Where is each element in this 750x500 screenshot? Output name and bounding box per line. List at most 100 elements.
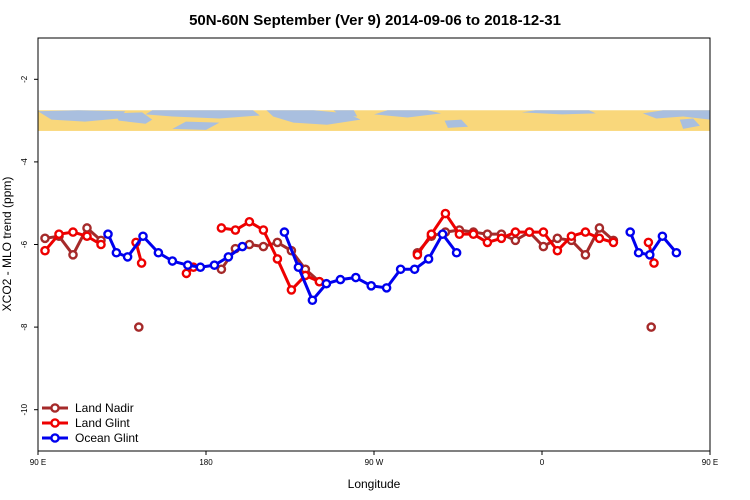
y-tick-label: -6 (20, 240, 29, 248)
data-point (496, 233, 507, 244)
legend-label: Land Nadir (75, 401, 134, 415)
data-point (538, 227, 549, 237)
x-tick-label: 90 W (365, 458, 384, 467)
data-point (671, 247, 682, 258)
data-point (40, 233, 50, 244)
data-point (552, 233, 563, 244)
map-landmass (374, 110, 442, 118)
data-point (482, 229, 493, 239)
data-point (258, 225, 269, 235)
data-point (230, 225, 241, 235)
data-point (209, 260, 220, 270)
data-point (96, 239, 106, 250)
data-point (103, 229, 113, 239)
data-point (423, 254, 434, 264)
data-point (645, 250, 655, 260)
legend-label: Land Glint (75, 416, 130, 430)
data-point (510, 227, 521, 237)
map-landmass (521, 110, 596, 115)
data-point (223, 252, 234, 262)
series-land-glint (40, 208, 659, 295)
y-axis-label: XCO2 - MLO trend (ppm) (0, 177, 14, 312)
data-point (366, 280, 377, 291)
legend-marker (50, 418, 60, 428)
x-tick-label: 90 E (702, 458, 718, 467)
data-point (258, 241, 269, 252)
data-point (286, 285, 297, 295)
map-landmass (444, 119, 469, 128)
map-landmass (679, 118, 700, 129)
map-landmass (266, 110, 361, 125)
data-point (643, 237, 654, 248)
data-point (633, 247, 644, 258)
data-point (307, 295, 318, 306)
data-point (381, 283, 392, 293)
data-point (649, 258, 659, 268)
data-point (350, 272, 361, 283)
y-axis: -2 -4 -6 -8 -10 (20, 75, 38, 415)
data-point (594, 233, 605, 244)
data-point (216, 223, 227, 233)
data-point (82, 223, 92, 233)
data-point (293, 262, 304, 273)
data-point (272, 237, 283, 248)
x-axis-label: Longitude (348, 477, 401, 491)
data-point (657, 231, 668, 242)
legend-marker (50, 433, 60, 443)
data-point (153, 247, 164, 258)
data-point (136, 258, 147, 268)
data-point (409, 264, 420, 275)
data-point (646, 322, 657, 332)
data-point (594, 223, 605, 233)
data-point (552, 245, 563, 256)
data-point (426, 229, 437, 239)
data-point (54, 229, 64, 239)
data-point (321, 278, 332, 289)
data-point (195, 262, 206, 273)
data-point (122, 252, 133, 262)
data-point (133, 322, 144, 332)
data-point (538, 241, 549, 252)
x-tick-label: 0 (540, 458, 545, 467)
y-tick-label: -8 (20, 323, 29, 331)
world-map-strip (38, 110, 710, 131)
data-point (580, 250, 591, 260)
data-point (216, 264, 227, 275)
data-point (68, 250, 78, 260)
data-point (524, 227, 535, 237)
data-point (167, 256, 178, 266)
data-point (468, 229, 479, 239)
map-landmass (38, 110, 126, 122)
data-point (437, 229, 448, 239)
data-point (279, 227, 290, 237)
data-point (482, 237, 493, 248)
series-ocean-glint (103, 227, 682, 306)
map-landmass (642, 110, 710, 120)
x-tick-label: 90 E (30, 458, 46, 467)
data-point (454, 229, 465, 239)
data-point (510, 235, 521, 246)
y-tick-label: -10 (20, 403, 29, 415)
map-landmass (145, 110, 260, 119)
legend-label: Ocean Glint (75, 431, 139, 445)
data-point (181, 268, 192, 279)
data-point (272, 254, 283, 264)
data-point (244, 216, 255, 227)
map-landmass (333, 110, 358, 117)
x-tick-label: 180 (199, 458, 213, 467)
data-point (68, 227, 78, 237)
data-point (580, 227, 591, 237)
data-point (335, 274, 346, 285)
map-landmass (172, 121, 220, 130)
y-tick-label: -4 (20, 158, 29, 166)
data-point (412, 250, 423, 260)
series-layer (40, 208, 682, 332)
y-tick-label: -2 (20, 75, 29, 83)
data-point (395, 264, 406, 275)
data-point (440, 208, 451, 219)
data-point (111, 247, 122, 258)
data-point (82, 231, 92, 242)
data-point (182, 260, 193, 270)
